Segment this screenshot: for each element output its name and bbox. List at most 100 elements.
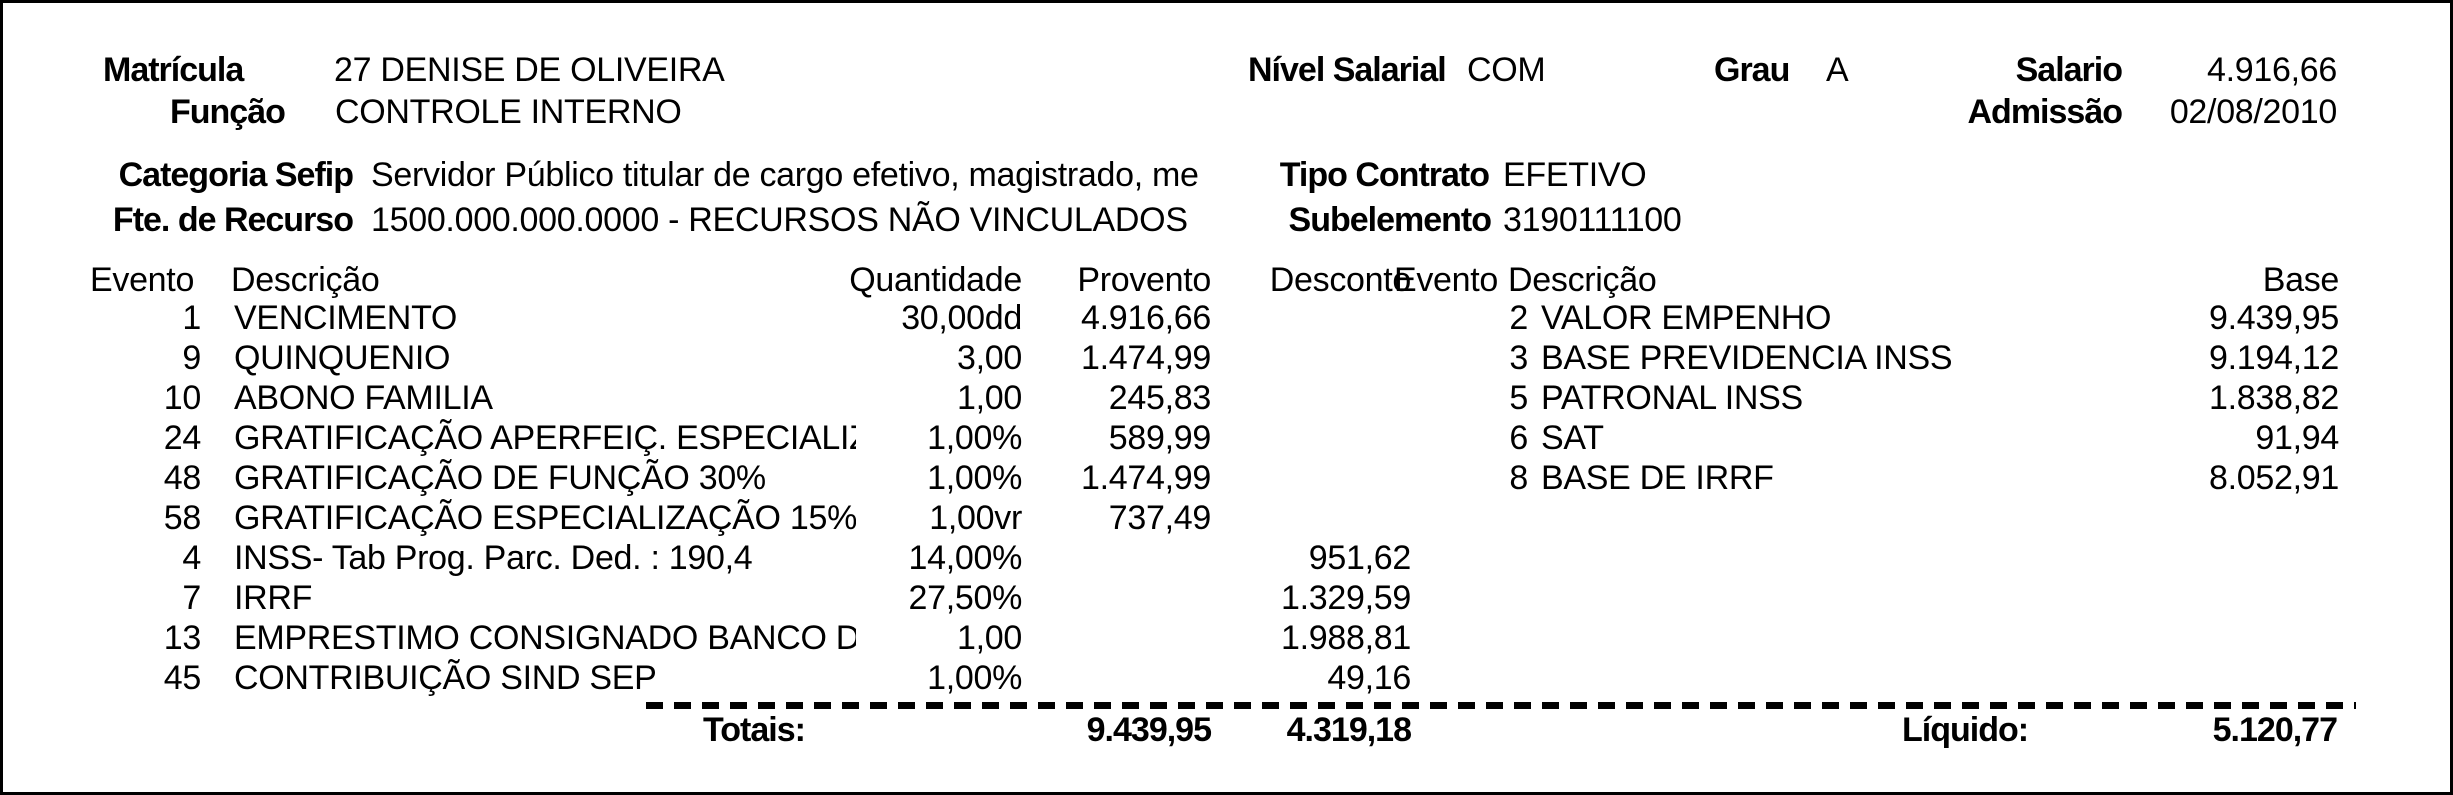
evento-code: 48	[163, 459, 202, 497]
admissao-label: Admissão	[1967, 93, 2124, 131]
desconto-value	[1219, 338, 1411, 378]
desconto-value: 1.988,81	[1281, 619, 1411, 657]
evento-desc: IRRF	[234, 579, 313, 617]
evento-desc: GRATIFICAÇÃO APERFEIÇ. ESPECIALIZ	[234, 419, 856, 457]
header-row-3: Categoria Sefip Servidor Público titular…	[3, 155, 2450, 195]
desconto-value	[1219, 418, 1411, 458]
total-desconto: 4.319,18	[1286, 711, 1412, 749]
admissao-value: 02/08/2010	[2169, 93, 2337, 131]
col-header-descricao: Descrição	[231, 261, 380, 299]
evento-code: 10	[163, 379, 202, 417]
tipo-contrato-value: EFETIVO	[1503, 156, 1647, 194]
grau-value: A	[1826, 51, 1849, 89]
header-row-1: Matrícula 27 DENISE DE OLIVEIRA Nível Sa…	[3, 50, 2450, 90]
evento-desc: CONTRIBUIÇÃO SIND SEP	[234, 659, 657, 697]
evento-desc: GRATIFICAÇÃO DE FUNÇÃO 30%	[234, 459, 766, 497]
provento-value: 245,83	[1108, 379, 1212, 417]
base-evento-code: 3	[1509, 339, 1528, 377]
base-evento-code: 6	[1509, 419, 1528, 457]
funcao-label: Função	[170, 93, 286, 131]
provento-value	[1019, 658, 1211, 698]
base-value: 9.194,12	[2209, 339, 2339, 377]
evento-code: 58	[163, 499, 202, 537]
evento-code: 4	[182, 539, 201, 577]
quantidade-value: 1,00%	[927, 659, 1022, 697]
funcao-value: CONTROLE INTERNO	[335, 93, 682, 131]
totais-label: Totais:	[703, 711, 806, 749]
col-header-base: Base	[2262, 261, 2340, 299]
desconto-value	[1219, 498, 1411, 538]
tipo-contrato-label: Tipo Contrato	[1279, 156, 1490, 194]
provento-value: 589,99	[1108, 419, 1212, 457]
base-evento-code: 2	[1509, 299, 1528, 337]
header-row-2: Função CONTROLE INTERNO Admissão 02/08/2…	[3, 92, 2450, 132]
provento-value	[1019, 538, 1211, 578]
base-value: 1.838,82	[2209, 379, 2339, 417]
evento-code: 9	[182, 339, 201, 377]
col-header-evento: Evento	[90, 261, 195, 299]
grau-label: Grau	[1714, 51, 1790, 89]
provento-value	[1019, 578, 1211, 618]
table-row: 9 QUINQUENIO 3,00 1.474,99 3 BASE PREVID…	[3, 338, 2450, 378]
quantidade-value: 27,50%	[908, 579, 1022, 617]
categoria-sefip-value: Servidor Público titular de cargo efetiv…	[371, 156, 1199, 194]
quantidade-value: 1,00	[957, 619, 1022, 657]
col-header-desconto: Desconto	[1269, 261, 1412, 299]
provento-value: 1.474,99	[1081, 459, 1211, 497]
quantidade-value: 1,00%	[927, 459, 1022, 497]
evento-code: 45	[163, 659, 202, 697]
quantidade-value: 3,00	[957, 339, 1022, 377]
table-row: 45 CONTRIBUIÇÃO SIND SEP 1,00% 49,16	[3, 658, 2450, 698]
matricula-value: 27 DENISE DE OLIVEIRA	[334, 51, 725, 89]
desconto-value: 49,16	[1327, 659, 1411, 697]
totals-row: Totais: 9.439,95 4.319,18 Líquido: 5.120…	[3, 710, 2450, 750]
base-evento-code: 5	[1509, 379, 1528, 417]
col-header-quantidade: Quantidade	[849, 261, 1022, 299]
total-provento: 9.439,95	[1086, 711, 1212, 749]
table-row: 10 ABONO FAMILIA 1,00 245,83 5 PATRONAL …	[3, 378, 2450, 418]
quantidade-value: 1,00	[957, 379, 1022, 417]
evento-desc: GRATIFICAÇÃO ESPECIALIZAÇÃO 15%	[234, 499, 856, 537]
desconto-value	[1219, 458, 1411, 498]
col-header-provento: Provento	[1077, 261, 1211, 299]
subelemento-label: Subelemento	[1288, 201, 1492, 239]
desconto-value: 951,62	[1308, 539, 1412, 577]
nivel-salarial-value: COM	[1467, 51, 1546, 89]
quantidade-value: 1,00vr	[929, 499, 1022, 537]
provento-value: 4.916,66	[1081, 299, 1211, 337]
evento-desc: INSS- Tab Prog. Parc. Ded. : 190,4	[234, 539, 753, 577]
totals-separator-line	[646, 702, 2356, 709]
evento-desc: QUINQUENIO	[234, 339, 451, 377]
table-row: 4 INSS- Tab Prog. Parc. Ded. : 190,4 14,…	[3, 538, 2450, 578]
base-evento-desc: VALOR EMPENHO	[1541, 299, 1832, 337]
base-evento-desc: BASE DE IRRF	[1541, 459, 1774, 497]
quantidade-value: 14,00%	[908, 539, 1022, 577]
evento-desc: EMPRESTIMO CONSIGNADO BANCO D	[234, 619, 856, 657]
provento-value	[1019, 618, 1211, 658]
evento-desc: VENCIMENTO	[234, 299, 458, 337]
fte-recurso-label: Fte. de Recurso	[112, 201, 354, 239]
evento-code: 7	[182, 579, 201, 617]
table-row: 1 VENCIMENTO 30,00dd 4.916,66 2 VALOR EM…	[3, 298, 2450, 338]
table-row: 58 GRATIFICAÇÃO ESPECIALIZAÇÃO 15% 1,00v…	[3, 498, 2450, 538]
evento-desc: ABONO FAMILIA	[234, 379, 493, 417]
base-evento-desc: SAT	[1541, 419, 1604, 457]
base-value: 9.439,95	[2209, 299, 2339, 337]
matricula-label: Matrícula	[103, 51, 244, 89]
provento-value: 737,49	[1108, 499, 1212, 537]
salario-value: 4.916,66	[2207, 51, 2337, 89]
liquido-value: 5.120,77	[2212, 711, 2338, 749]
base-value: 91,94	[2255, 419, 2339, 457]
table-row: 7 IRRF 27,50% 1.329,59	[3, 578, 2450, 618]
categoria-sefip-label: Categoria Sefip	[118, 156, 354, 194]
evento-code: 13	[163, 619, 202, 657]
col-header-descricao-2: Descrição	[1508, 261, 1657, 299]
col-header-evento-2: Evento	[1393, 261, 1498, 299]
desconto-value	[1219, 298, 1411, 338]
desconto-value: 1.329,59	[1281, 579, 1411, 617]
liquido-label: Líquido:	[1902, 711, 2029, 749]
header-row-4: Fte. de Recurso 1500.000.000.0000 - RECU…	[3, 200, 2450, 240]
desconto-value	[1219, 378, 1411, 418]
evento-code: 24	[163, 419, 202, 457]
